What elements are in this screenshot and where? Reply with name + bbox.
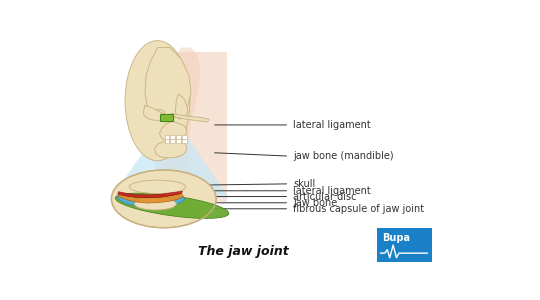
Text: fibrous capsule of jaw joint: fibrous capsule of jaw joint <box>294 204 424 214</box>
Polygon shape <box>118 191 183 198</box>
Ellipse shape <box>116 193 229 218</box>
FancyBboxPatch shape <box>182 139 187 143</box>
Text: The jaw joint: The jaw joint <box>198 245 289 258</box>
Polygon shape <box>145 47 191 119</box>
Text: lateral ligament: lateral ligament <box>294 186 371 196</box>
Ellipse shape <box>125 40 190 161</box>
Circle shape <box>111 170 216 228</box>
Polygon shape <box>119 194 184 203</box>
Polygon shape <box>171 113 209 122</box>
FancyBboxPatch shape <box>182 135 187 139</box>
FancyBboxPatch shape <box>176 139 181 143</box>
FancyBboxPatch shape <box>171 139 175 143</box>
Ellipse shape <box>129 180 186 194</box>
Text: jaw bone: jaw bone <box>294 198 338 208</box>
Text: Bupa: Bupa <box>382 233 410 243</box>
Polygon shape <box>176 94 188 119</box>
Polygon shape <box>144 105 165 120</box>
Polygon shape <box>160 122 187 141</box>
Text: skull: skull <box>294 179 316 189</box>
Polygon shape <box>111 115 228 198</box>
Ellipse shape <box>134 198 176 210</box>
FancyBboxPatch shape <box>156 52 227 202</box>
FancyBboxPatch shape <box>160 114 173 122</box>
FancyBboxPatch shape <box>165 135 169 139</box>
Polygon shape <box>164 47 200 198</box>
Polygon shape <box>154 110 165 116</box>
Text: lateral ligament: lateral ligament <box>294 120 371 130</box>
Polygon shape <box>117 194 185 207</box>
FancyBboxPatch shape <box>165 139 169 143</box>
Text: jaw bone (mandible): jaw bone (mandible) <box>294 151 394 161</box>
FancyBboxPatch shape <box>176 135 181 139</box>
Text: articular disc: articular disc <box>294 191 357 202</box>
Polygon shape <box>154 141 187 158</box>
FancyBboxPatch shape <box>171 135 175 139</box>
FancyBboxPatch shape <box>377 228 431 262</box>
